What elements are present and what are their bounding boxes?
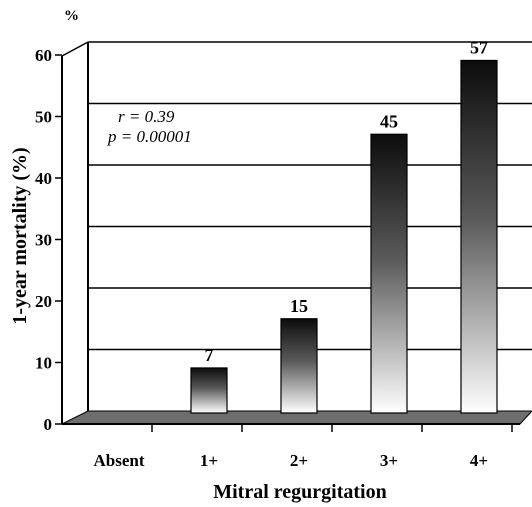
bar	[370, 133, 408, 414]
y-axis-depth-top	[61, 41, 89, 57]
bar	[280, 318, 318, 414]
gridlines	[88, 41, 532, 351]
bar	[190, 367, 228, 414]
y-tick-label: 20	[35, 292, 52, 311]
bar-data-labels: 7 15 45 57	[205, 37, 489, 365]
x-tick-label: 4+	[470, 451, 488, 470]
y-unit-label: %	[64, 8, 79, 24]
x-tick-label: 2+	[290, 451, 308, 470]
bar-data-label: 15	[290, 296, 308, 316]
y-tick-label: 0	[44, 415, 53, 434]
x-axis-label: Mitral regurgitation	[213, 481, 386, 503]
y-tick-label: 60	[35, 46, 52, 65]
annotations: r = 0.39p = 0.00001	[107, 107, 192, 146]
bar-data-label: 7	[205, 345, 214, 365]
y-tick-label: 50	[35, 108, 52, 127]
y-tick-label: 30	[35, 231, 52, 250]
y-tick-label: 10	[35, 354, 52, 373]
bar-data-label: 45	[380, 111, 398, 131]
stat-annotation: p = 0.00001	[107, 127, 192, 146]
bar-data-label: 57	[470, 37, 488, 57]
x-tick-label: 3+	[380, 451, 398, 470]
x-axis-ticks: Absent 1+ 2+ 3+ 4+	[93, 424, 513, 470]
y-axis-label: 1-year mortality (%)	[9, 147, 31, 324]
x-tick-label: 1+	[200, 451, 218, 470]
stat-annotation: r = 0.39	[118, 107, 175, 126]
bar	[460, 59, 498, 414]
x-tick-label: Absent	[93, 451, 144, 470]
y-tick-label: 40	[35, 169, 52, 188]
y-axis-ticks: 0 10 20 30 40 50 60	[35, 46, 62, 434]
bars	[190, 59, 498, 414]
